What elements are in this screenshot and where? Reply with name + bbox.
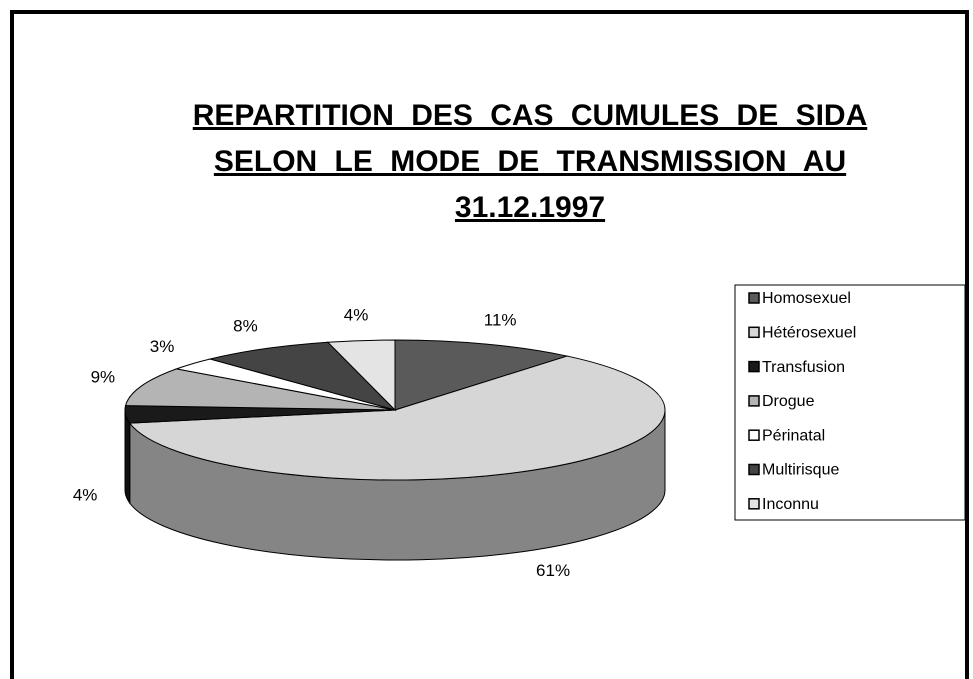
pie-slice [124, 368, 396, 411]
legend-swatch [748, 463, 760, 476]
data-label: 9% [91, 367, 116, 386]
legend-label: Transfusion [762, 359, 845, 376]
pie-side [124, 409, 131, 505]
data-label: 4% [73, 485, 98, 504]
legend-label: Périnatal [762, 427, 825, 444]
data-label: 8% [233, 317, 258, 336]
data-label: 4% [344, 306, 369, 325]
legend-label: Inconnu [762, 496, 819, 513]
legend-swatch [748, 429, 760, 441]
pie-slice [128, 355, 666, 481]
legend-swatch [748, 360, 760, 373]
pie-slice [208, 341, 397, 411]
chart-title: REPARTITION DES CAS CUMULES DE SIDA SELO… [192, 99, 868, 224]
data-label: 11% [484, 311, 517, 330]
data-label: 3% [150, 337, 175, 356]
data-label: 61% [536, 561, 570, 580]
legend-swatch [748, 326, 760, 339]
legend-swatch [748, 395, 760, 407]
pie-slice [326, 339, 396, 412]
legend-box [734, 284, 966, 521]
legend-label: Drogue [762, 393, 815, 410]
legend-label: Multirisque [762, 462, 839, 479]
pie-slice [394, 339, 570, 411]
legend-label: Hétérosexuel [762, 325, 856, 342]
frame [10, 10, 969, 679]
legend-swatch [748, 498, 760, 510]
legend-label: Homosexuel [762, 290, 851, 307]
legend-swatch [748, 292, 760, 304]
